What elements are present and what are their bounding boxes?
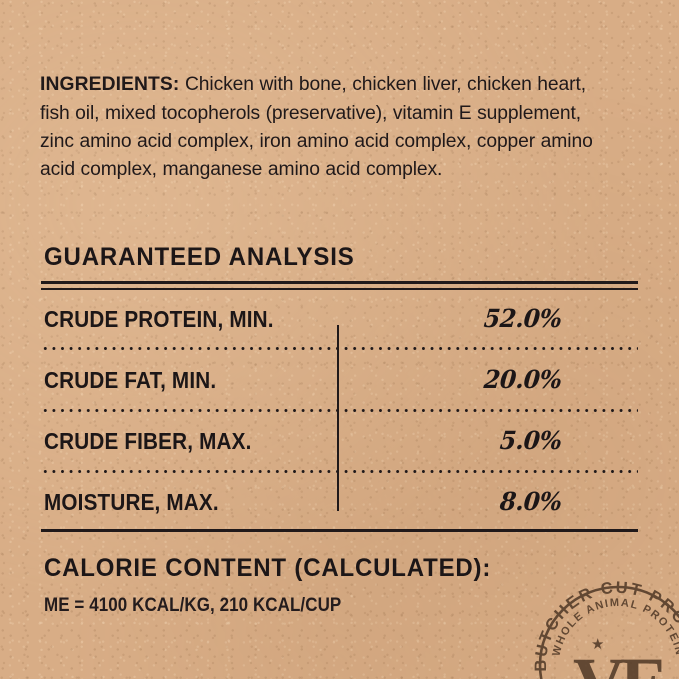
nutrient-label: MOISTURE, MAX. [44, 489, 219, 515]
table-row: MOISTURE, MAX. 8.0% [41, 487, 638, 519]
nutrient-label: CRUDE FIBER, MAX. [44, 428, 252, 454]
nutrient-value: 52.0% [483, 304, 564, 333]
guaranteed-analysis-heading: GUARANTEED ANALYSIS [44, 243, 355, 271]
ingredients-paragraph: INGREDIENTS: Chicken with bone, chicken … [40, 71, 606, 184]
nutrient-label: CRUDE PROTEIN, MIN. [44, 306, 274, 332]
calorie-content-detail: ME = 4100 KCAL/KG, 210 KCAL/CUP [44, 594, 342, 616]
table-vertical-divider [337, 325, 339, 511]
row-separator-dotted [41, 409, 638, 412]
star-icon: ★ [591, 636, 604, 653]
nutrient-value: 8.0% [499, 487, 564, 516]
ingredients-text: Chicken with bone, chicken liver, chicke… [40, 74, 593, 180]
row-separator-dotted [41, 347, 638, 350]
table-top-rule-inner [41, 287, 638, 290]
butcher-cut-protein-stamp: BUTCHER CUT PROTEIN WHOLE ANIMAL PROTEIN… [528, 575, 679, 679]
table-row: CRUDE FAT, MIN. 20.0% [41, 365, 638, 397]
table-bottom-rule [41, 529, 638, 532]
table-row: CRUDE FIBER, MAX. 5.0% [41, 426, 638, 458]
table-top-rule-outer [41, 281, 638, 284]
calorie-content-heading: CALORIE CONTENT (CALCULATED): [44, 554, 492, 582]
nutrient-value: 5.0% [499, 426, 564, 455]
nutrient-label: CRUDE FAT, MIN. [44, 367, 217, 393]
stamp-monogram: VE [573, 643, 665, 679]
nutrient-value: 20.0% [483, 365, 564, 394]
stamp-outer-ring [538, 585, 679, 679]
table-row: CRUDE PROTEIN, MIN. 52.0% [41, 304, 638, 336]
row-separator-dotted [41, 470, 638, 473]
ingredients-label: INGREDIENTS: [40, 74, 180, 96]
